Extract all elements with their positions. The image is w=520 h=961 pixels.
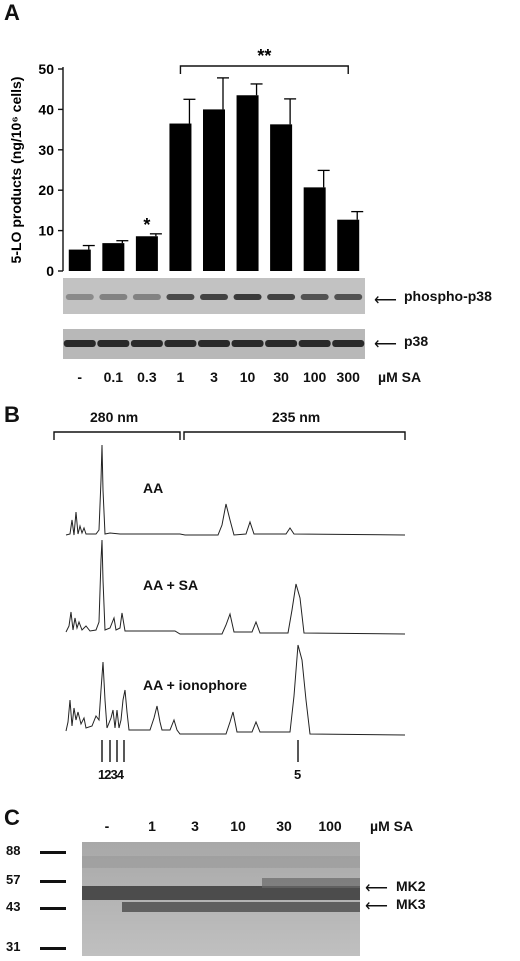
phospho-p38-label: phospho-p38 (404, 288, 492, 304)
panel-b-chromatograms (53, 431, 406, 762)
panel-c-unit-label: µM SA (370, 818, 414, 834)
trace-aa-ionophore (65, 644, 406, 736)
mk3-label: MK3 (396, 896, 426, 912)
phospho-p38-blot (63, 278, 365, 314)
lane-label: 100 (302, 369, 327, 385)
blot-band (166, 294, 195, 300)
blot-band (231, 340, 264, 347)
mw-marker-label: 57 (6, 872, 21, 887)
mk2-arrow: ⟵ (365, 880, 388, 897)
wavelength-280-label: 280 nm (90, 409, 139, 425)
blot-band (99, 294, 128, 300)
p38-label: p38 (404, 333, 429, 349)
blot-band (233, 294, 262, 300)
bar (303, 187, 326, 271)
significance-bracket (179, 65, 349, 74)
panel-b-letter: B (4, 402, 20, 427)
blot-band (132, 294, 161, 300)
bar (169, 123, 192, 271)
lane-label: 1 (176, 369, 185, 385)
phospho-p38-arrow: ⟵ (374, 292, 397, 309)
blot-band (298, 340, 331, 347)
y-tick-label: 40 (38, 101, 54, 117)
trace-label-aa-ionophore: AA + ionophore (143, 677, 248, 693)
p38-bands (63, 340, 365, 347)
y-tick-label: 10 (38, 223, 54, 239)
bar (68, 249, 91, 271)
mk3-arrow: ⟵ (365, 898, 388, 915)
bar (337, 219, 360, 271)
mw-marker-tick (40, 907, 66, 910)
mw-marker-tick (40, 947, 66, 950)
y-axis-label: 5-LO products (ng/10⁶ cells) (8, 77, 24, 264)
blot-band (200, 294, 228, 300)
panel-c-letter: C (4, 805, 20, 830)
y-tick-label: 20 (38, 182, 54, 198)
gel-bands (82, 842, 360, 956)
bar (102, 243, 125, 271)
phospho-p38-bands (65, 294, 363, 300)
blot-band (63, 340, 96, 347)
bracket-280 (53, 431, 181, 440)
trace-aa (65, 444, 406, 536)
y-tick-label: 30 (38, 142, 54, 158)
blot-band (97, 340, 130, 347)
trace-label-aa: AA (143, 480, 164, 496)
blot-band (334, 294, 363, 300)
mw-marker-label: 88 (6, 843, 21, 858)
blot-band (265, 340, 298, 347)
gel-lane-label: 100 (318, 818, 342, 834)
panel-a-chart: 5-LO products (ng/10⁶ cells) 0 10 20 30 40 50… (8, 46, 364, 279)
lane-label: 300 (336, 369, 360, 385)
blot-band (65, 294, 94, 300)
mw-marker-tick (40, 880, 66, 883)
gel-lane-label: 1 (148, 818, 156, 834)
gel-lane-label: 10 (230, 818, 246, 834)
blot-band (198, 340, 230, 347)
lane-label: 0.1 (103, 369, 124, 385)
lane-label: - (77, 369, 83, 385)
peak-label-5: 5 (294, 767, 302, 782)
mw-marker-label: 31 (6, 939, 21, 954)
gel-lane-label: 30 (276, 818, 292, 834)
panel-a-unit-label: µM SA (378, 369, 422, 385)
significance-marker-double: ** (257, 46, 271, 66)
blot-band (267, 294, 296, 300)
wavelength-235-label: 235 nm (272, 409, 321, 425)
mw-marker-tick (40, 851, 66, 854)
significance-marker: * (143, 215, 150, 235)
bracket-235 (183, 431, 406, 440)
lane-label: 30 (273, 369, 289, 385)
lane-label: 3 (210, 369, 218, 385)
bar (270, 124, 293, 272)
blot-band (300, 294, 329, 300)
bar (203, 109, 225, 272)
p38-arrow: ⟵ (374, 336, 397, 353)
blot-band (130, 340, 163, 347)
y-tick-label: 50 (38, 61, 54, 77)
bar (236, 95, 259, 271)
lane-label: 0.3 (137, 369, 157, 385)
mw-marker-label: 43 (6, 899, 21, 914)
blot-band (332, 340, 365, 347)
trace-label-aa-sa: AA + SA (143, 577, 199, 593)
peak-labels-1-4: 1234 (98, 767, 124, 782)
mk2-label: MK2 (396, 878, 426, 894)
blot-band (164, 340, 197, 347)
gel-lane-label: 3 (191, 818, 199, 834)
trace-aa-sa (65, 539, 406, 635)
gel-lane-label: - (104, 818, 110, 834)
p38-blot (63, 329, 365, 359)
y-tick-label: 0 (46, 263, 54, 279)
bar (135, 236, 158, 271)
kinase-assay-gel (82, 842, 360, 956)
panel-a-letter: A (4, 0, 20, 25)
lane-label: 10 (239, 369, 256, 385)
